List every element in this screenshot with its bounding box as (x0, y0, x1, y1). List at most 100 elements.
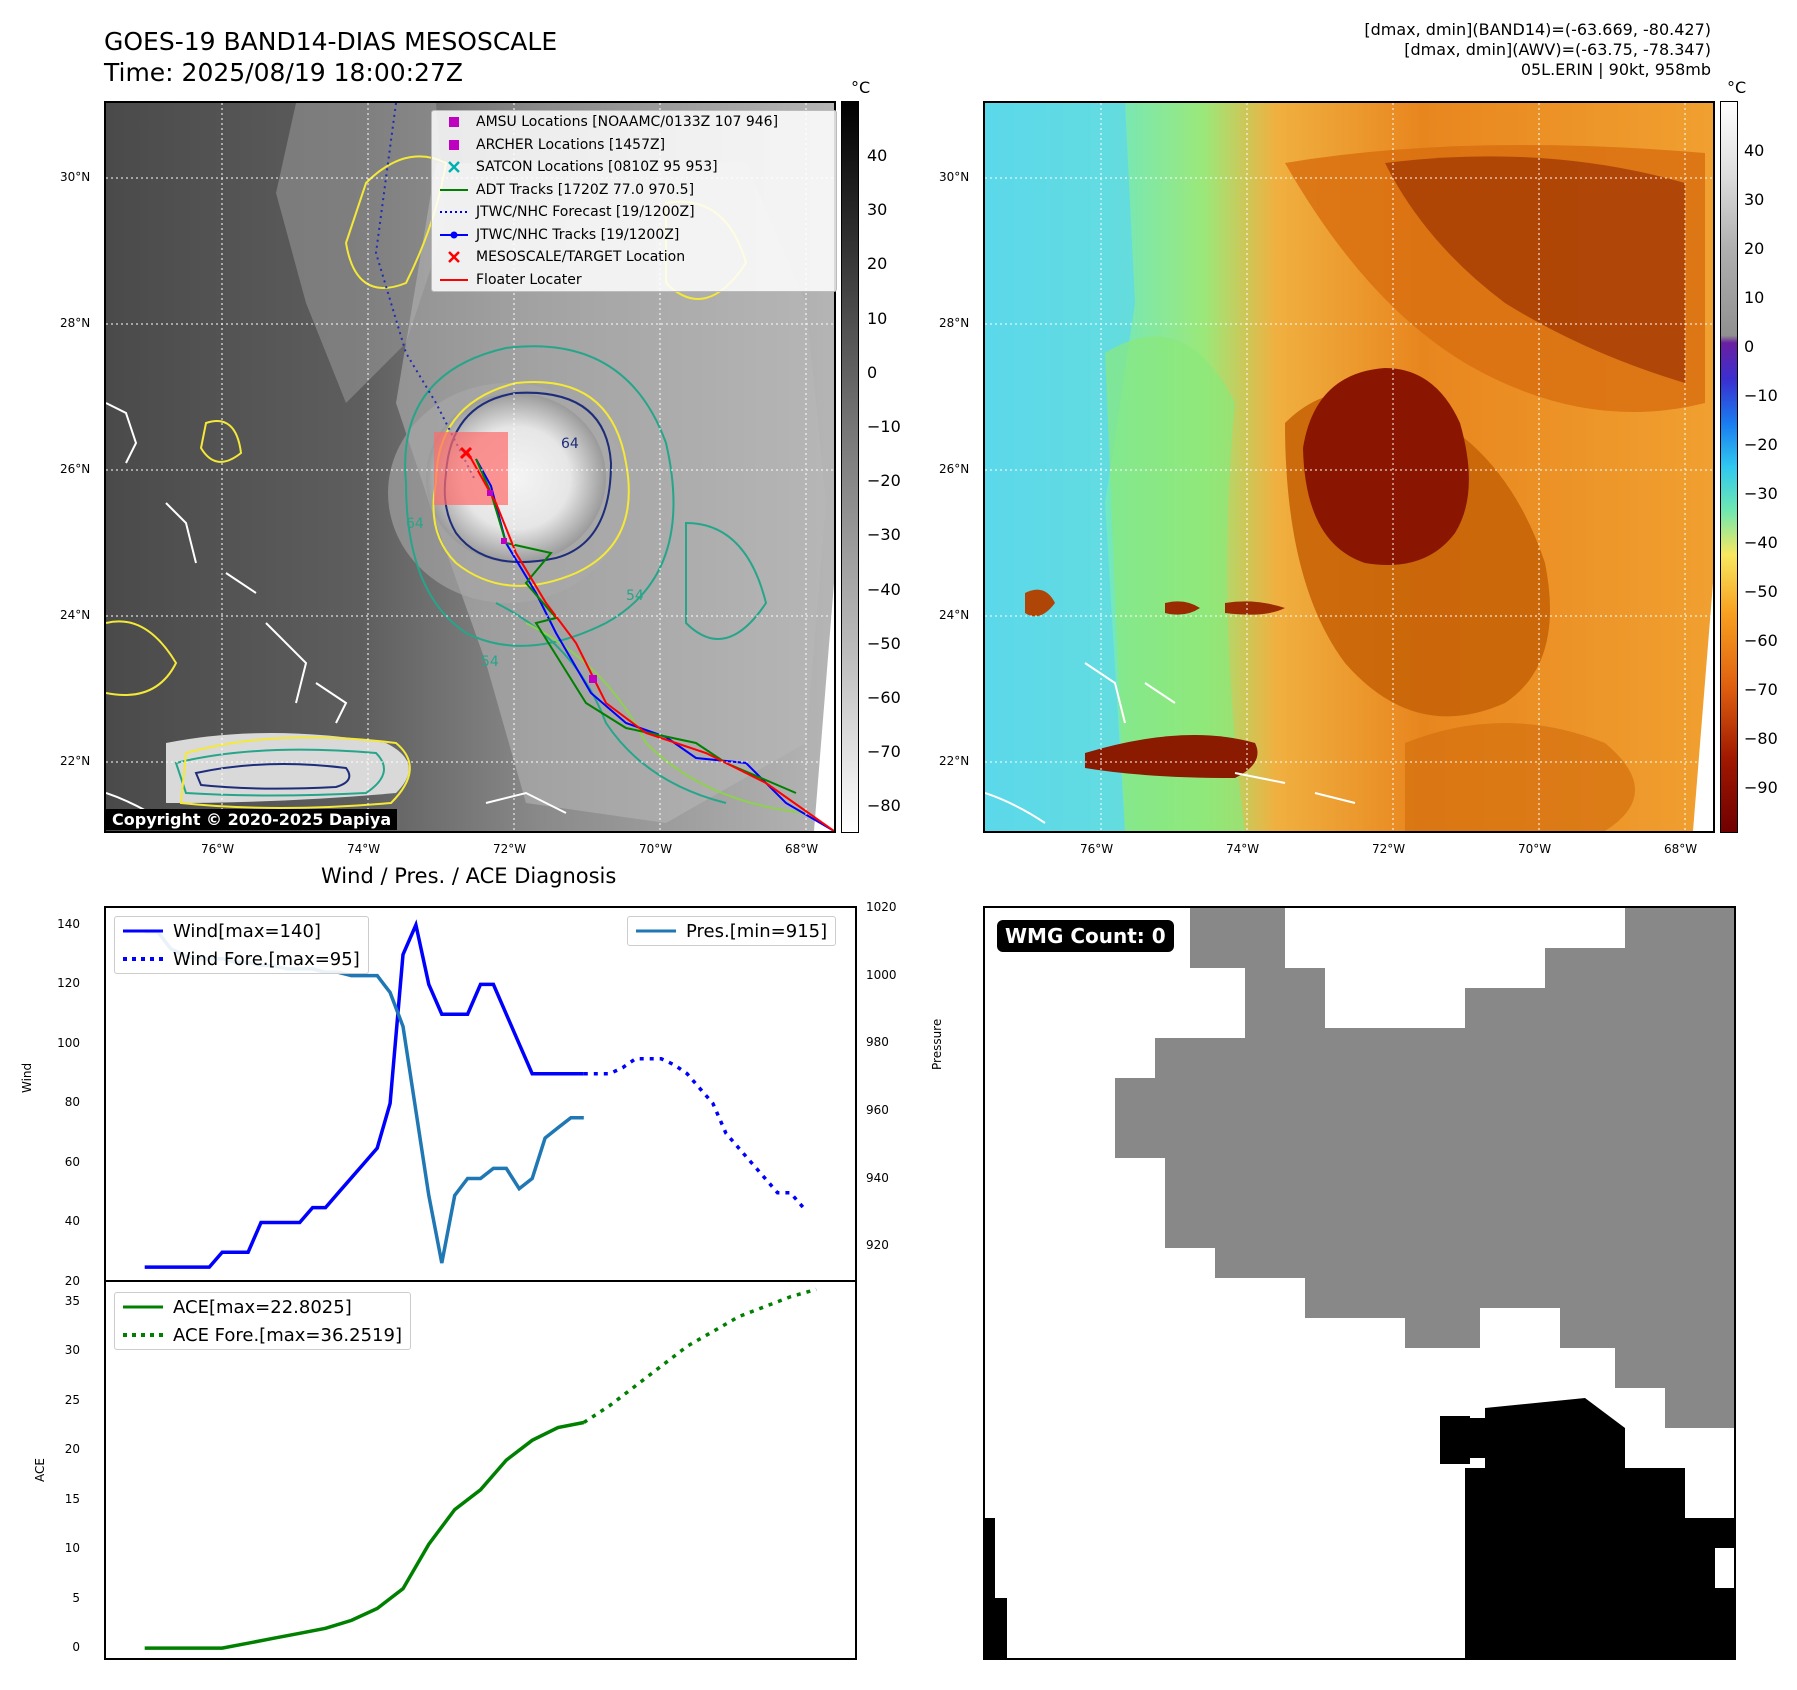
pressure-tick-label: 1000 (866, 967, 897, 982)
lat-label: 26°N (939, 462, 970, 476)
ace-plot (144, 1287, 817, 1650)
ace-tick-label: 15 (64, 1491, 80, 1506)
dotted-line-icon (440, 210, 468, 214)
colorbar-tick: 10 (867, 308, 888, 328)
dotted-line-icon (123, 957, 163, 961)
colorbar-tick: 40 (867, 146, 888, 165)
colorbar-tick: −60 (1744, 631, 1778, 650)
pressure-tick-label: 920 (866, 1238, 889, 1253)
colorbar-tick: −30 (867, 525, 901, 545)
legend-item-archer: ARCHER Locations [1457Z] (432, 134, 836, 157)
legend-item-satcon: SATCON Locations [0810Z 95 953] (432, 156, 836, 179)
awv-range: [dmax, dmin](AWV)=(-63.75, -78.347) (1404, 40, 1711, 59)
colorbar-tick: 0 (1744, 337, 1755, 356)
awv-map-panel (983, 101, 1715, 833)
wind-tick-label: 80 (64, 1095, 80, 1110)
lon-label: 70°W (1518, 842, 1552, 856)
colorbar-unit: °C (1727, 78, 1747, 97)
legend-pressure: Pres.[min=915] (628, 917, 835, 945)
line-icon (440, 188, 468, 192)
colorbar-tick: −20 (867, 471, 901, 491)
colorbar-tick: −40 (867, 579, 901, 599)
colorbar-tick: −80 (867, 796, 901, 816)
colorbar-tick: −70 (867, 742, 901, 762)
contour-label: 54 (481, 654, 499, 670)
colorbar-tick: −10 (867, 417, 901, 436)
ace-forecast-series-line (582, 1287, 817, 1424)
lon-label: 76°W (201, 842, 235, 856)
legend-ace: ACE[max=22.8025] (115, 1293, 410, 1321)
line-icon (636, 929, 676, 933)
pressure-tick-label: 940 (866, 1170, 889, 1185)
x-marker-icon (440, 251, 468, 264)
legend-ace-forecast: ACE Fore.[max=36.2519] (115, 1321, 410, 1349)
storm-summary: 05L.ERIN | 90kt, 958mb (1520, 60, 1711, 79)
ace-legend: ACE[max=22.8025] ACE Fore.[max=36.2519] (114, 1292, 411, 1350)
colorbar-tick: 30 (867, 200, 888, 220)
awv-colorbar (1720, 101, 1738, 833)
colorbar-tick: 30 (1744, 190, 1765, 209)
colorbar-tick: −50 (867, 633, 901, 653)
colorbar-tick: −50 (1744, 582, 1778, 601)
colorbar-tick: −90 (1744, 778, 1778, 797)
legend-item-forecast: JTWC/NHC Forecast [19/1200Z] (432, 201, 836, 224)
lon-label: 68°W (785, 842, 819, 856)
legend-item-floater: Floater Locater (432, 269, 836, 292)
lon-label: 72°W (493, 842, 527, 856)
title-line-2: Time: 2025/08/19 18:00:27Z (104, 58, 463, 87)
wmg-count-badge: WMG Count: 0 (997, 920, 1174, 952)
colorbar-tick: −40 (1744, 533, 1778, 552)
line-icon (123, 1305, 163, 1309)
wmg-panel: WMG Count: 0 (983, 906, 1736, 1660)
band14-range: [dmax, dmin](BAND14)=(-63.669, -80.427) (1364, 20, 1711, 39)
lon-label: 74°W (1226, 842, 1260, 856)
colorbar-tick: −70 (1744, 680, 1778, 699)
ace-tick-label: 10 (64, 1541, 80, 1556)
pressure-tick-label: 1020 (866, 900, 897, 914)
ace-series-line (144, 1420, 585, 1650)
colorbar-tick: 20 (1744, 239, 1765, 258)
pressure-axis-label: Pressure (930, 1018, 944, 1070)
lat-label: 22°N (60, 754, 91, 768)
pressure-series-line (144, 929, 584, 1264)
figure-title: GOES-19 BAND14-DIAS MESOSCALE Time: 2025… (104, 26, 557, 88)
dotted-line-icon (123, 1333, 163, 1337)
wind-tick-label: 100 (57, 1035, 80, 1050)
square-marker-icon (440, 117, 468, 128)
line-icon (440, 278, 468, 282)
lon-label: 72°W (1372, 842, 1406, 856)
legend-wind: Wind[max=140] (115, 917, 368, 945)
wind-tick-label: 20 (64, 1274, 80, 1288)
lat-label: 26°N (60, 462, 91, 476)
contour-label: 54 (626, 588, 644, 604)
lat-label: 24°N (939, 608, 970, 622)
lon-label: 74°W (347, 842, 381, 856)
lat-label: 28°N (60, 316, 91, 330)
ace-tick-label: 30 (64, 1343, 80, 1358)
ace-panel (104, 1280, 857, 1660)
line-dot-icon (440, 231, 468, 239)
x-marker-icon (440, 161, 468, 174)
colorbar-tick: 20 (867, 254, 888, 274)
lat-label: 30°N (939, 170, 970, 184)
pressure-tick-label: 960 (866, 1102, 889, 1117)
awv-map (985, 103, 1713, 831)
colorbar-tick: −10 (1744, 386, 1778, 405)
colorbar-tick: 0 (867, 362, 878, 382)
wmg-map (985, 908, 1734, 1658)
colorbar-tick: −30 (1744, 484, 1778, 503)
lat-label: 30°N (60, 170, 91, 184)
diagnosis-title: Wind / Pres. / ACE Diagnosis (321, 864, 617, 888)
wind-axis-label: Wind (20, 1062, 34, 1093)
legend-item-adt: ADT Tracks [1720Z 77.0 970.5] (432, 179, 836, 202)
wind-tick-label: 40 (64, 1214, 80, 1229)
legend-wind-forecast: Wind Fore.[max=95] (115, 945, 368, 973)
colorbar-tick: −60 (867, 688, 901, 707)
ace-axis-label: ACE (33, 1458, 47, 1482)
grayscale-colorbar (841, 101, 859, 833)
colorbar-tick: −20 (1744, 435, 1778, 454)
ace-tick-label: 35 (64, 1293, 80, 1308)
wind-tick-label: 120 (57, 976, 80, 991)
colorbar-tick: −80 (1744, 729, 1778, 748)
ace-tick-label: 20 (64, 1442, 80, 1457)
